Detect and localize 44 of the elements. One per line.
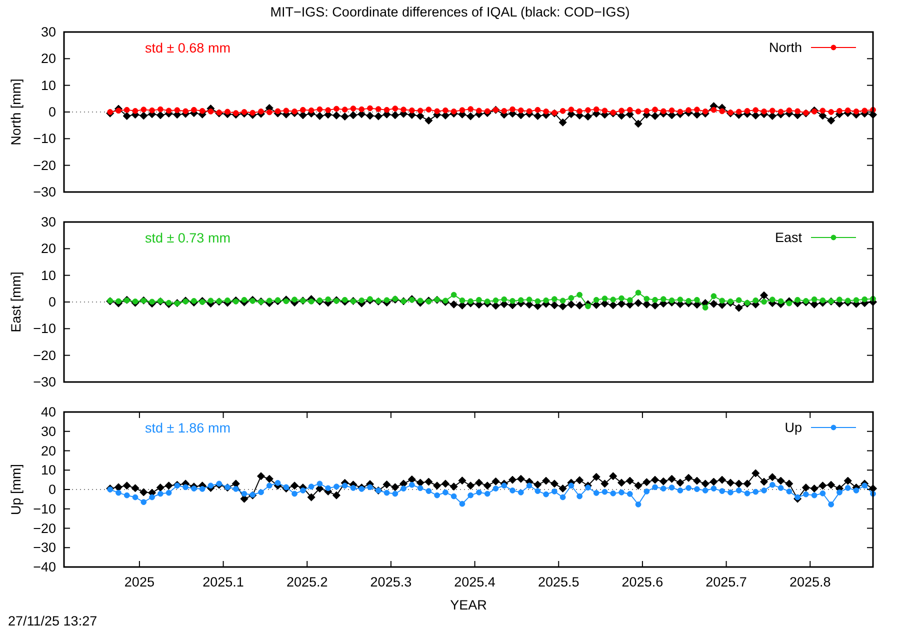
chart-title: MIT−IGS: Coordinate differences of IQAL (black: COD−IGS) [270,4,630,20]
y-tick-label: −10 [33,131,56,146]
x-tick-label: 2025.1 [202,574,244,590]
annotation: std ± 0.68 mm [145,40,230,56]
y-tick-label: −40 [33,560,56,574]
legend-label: East [774,230,802,245]
annotation: std ± 1.86 mm [145,420,230,436]
y-tick-label: −20 [33,520,56,536]
y-tick-label: 0 [48,104,56,120]
annotation: std ± 0.73 mm [145,230,230,246]
y-tick-label: 40 [40,404,56,420]
text: 27/11/25 13:27 [8,614,98,628]
y-tick-label: 30 [40,24,56,40]
y-tick-label: 10 [40,78,56,93]
y-axis-title: Up [mm] [8,464,24,516]
y-tick-label: 0 [48,482,56,497]
y-tick-label: −30 [33,184,56,200]
legend-label: North [768,40,802,55]
y-tick-label: −20 [33,158,56,173]
y-tick-label: 0 [48,294,56,310]
y-tick-label: 30 [40,214,56,230]
y-tick-label: −10 [33,501,56,516]
y-tick-label: 20 [40,443,56,458]
y-tick-label: 10 [40,268,56,283]
y-axis-title: North [mm] [8,78,24,146]
legend-label: Up [784,420,802,435]
x-tick-label: 2025.5 [538,574,580,590]
x-tick-label: 2025.4 [454,574,496,590]
y-tick-label: −30 [33,374,56,390]
y-tick-label: 30 [40,424,56,439]
x-tick-label: 2025.2 [286,574,328,590]
y-tick-label: −30 [33,540,56,556]
y-tick-label: 20 [40,241,56,256]
y-tick-label: −10 [33,321,56,336]
y-axis-title: East [mm] [8,272,24,332]
y-tick-label: 20 [40,51,56,66]
x-tick-label: 2025.3 [370,574,412,590]
x-tick-label: 2025.7 [706,574,747,590]
y-tick-label: 10 [40,462,56,478]
y-tick-label: −20 [33,348,56,363]
x-tick-label: 2025.8 [789,574,831,590]
x-axis-title: YEAR [450,598,488,612]
x-tick-label: 2025.6 [622,574,664,590]
x-tick-label: 2025 [124,574,154,590]
